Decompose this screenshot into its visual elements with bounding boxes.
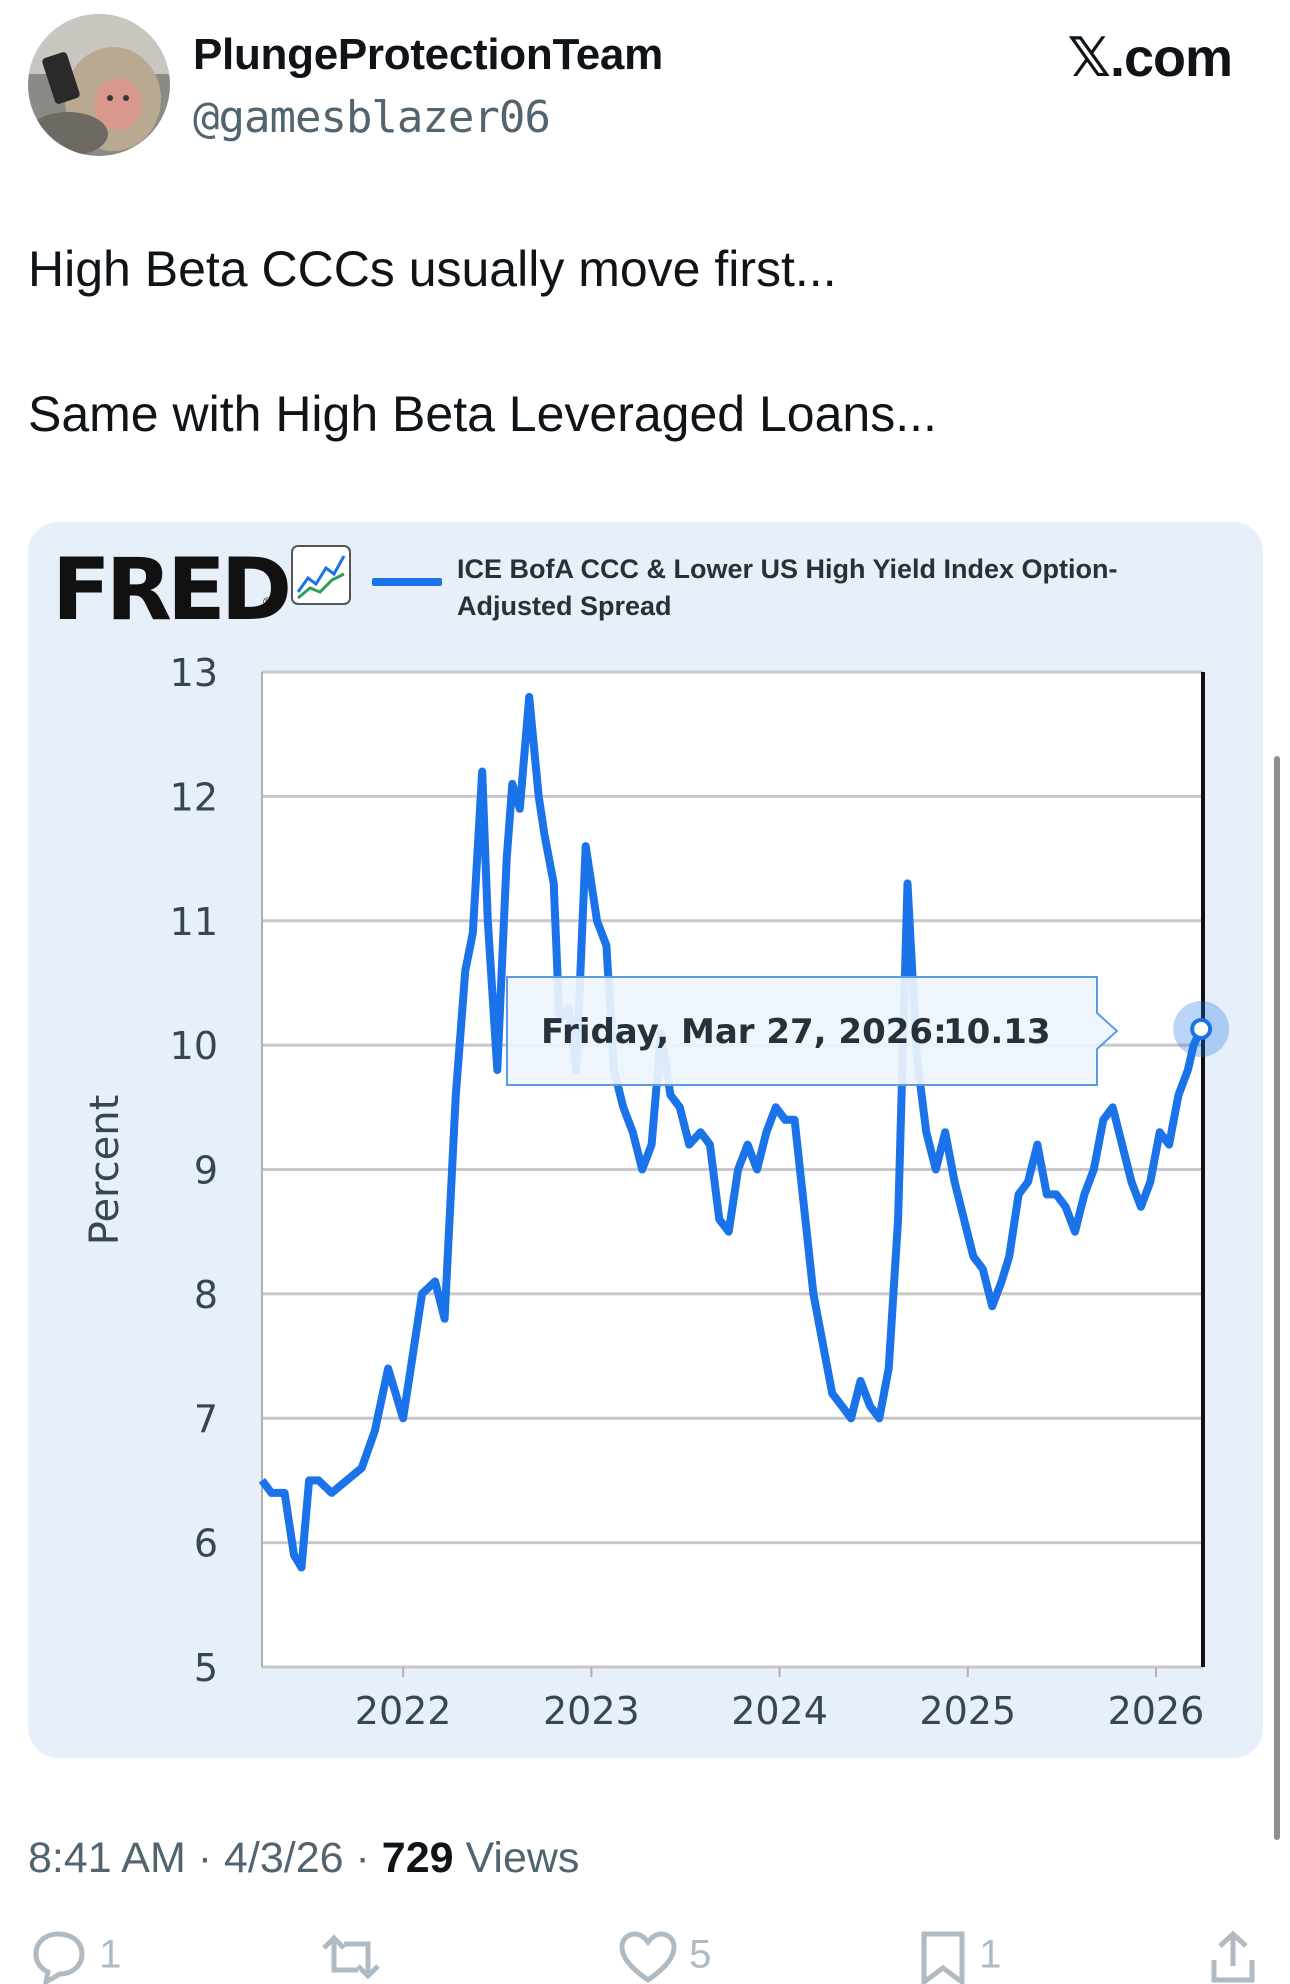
y-tick-label: 11	[170, 900, 218, 944]
x-tick-label: 2024	[731, 1689, 828, 1733]
legend-swatch	[372, 578, 442, 586]
repost-icon	[322, 1934, 380, 1980]
tooltip-value: 10.13	[943, 1012, 1051, 1052]
legend-series-name: ICE BofA CCC & Lower US High Yield Index…	[457, 554, 1118, 621]
x-brand-logo: 𝕏.com	[1067, 28, 1233, 88]
x-tick-label: 2025	[919, 1689, 1016, 1733]
y-tick-label: 12	[170, 775, 218, 819]
scrollbar[interactable]	[1274, 756, 1280, 1840]
tooltip-date: Friday, Mar 27, 2026:	[541, 1012, 947, 1052]
bookmark-button[interactable]: 1	[918, 1930, 1001, 1984]
reply-count: 1	[99, 1932, 122, 1977]
y-tick-label: 9	[194, 1149, 218, 1193]
y-tick-label: 8	[194, 1273, 218, 1317]
reply-button[interactable]: 1	[28, 1930, 121, 1984]
y-tick-label: 6	[194, 1522, 218, 1566]
y-tick-label: 10	[170, 1024, 218, 1068]
y-axis-label: Percent	[82, 1095, 128, 1246]
fred-registered-mark: ®	[263, 595, 272, 609]
series-line	[258, 692, 1205, 1572]
y-tick-label: 13	[170, 651, 218, 695]
tweet-meta: 8:41 AM · 4/3/26 · 729 Views	[28, 1834, 580, 1882]
chart-tooltip: Friday, Mar 27, 2026: 10.13	[506, 976, 1119, 1086]
x-tick-label: 2023	[543, 1689, 640, 1733]
user-handle[interactable]: @gamesblazer06	[193, 92, 551, 143]
x-tick-label: 2026	[1108, 1689, 1205, 1733]
y-tick-label: 7	[194, 1397, 218, 1441]
like-button[interactable]: 5	[618, 1930, 711, 1984]
share-icon	[1211, 1930, 1255, 1983]
tweet-text-line-2: Same with High Beta Leveraged Loans...	[28, 386, 937, 442]
repost-button[interactable]	[318, 1930, 384, 1984]
views-label: Views	[465, 1834, 580, 1882]
heart-icon	[619, 1931, 677, 1984]
reply-icon	[33, 1931, 85, 1984]
tweet-text-line-1: High Beta CCCs usually move first...	[28, 241, 837, 297]
tweet-time[interactable]: 8:41 AM	[28, 1834, 186, 1882]
trend-chart-icon	[290, 544, 352, 611]
y-tick-label: 5	[194, 1646, 218, 1690]
bookmark-count: 1	[979, 1932, 1002, 1977]
x-tick-label: 2022	[355, 1689, 452, 1733]
display-name[interactable]: PlungeProtectionTeam	[193, 30, 663, 79]
highlight-point	[1190, 1017, 1213, 1040]
fred-logo: FRED	[52, 540, 292, 640]
tweet-date[interactable]: 4/3/26	[224, 1834, 344, 1882]
views-count: 729	[381, 1834, 454, 1882]
bookmark-icon	[921, 1931, 965, 1984]
like-count: 5	[689, 1932, 712, 1977]
share-button[interactable]	[1208, 1930, 1258, 1984]
